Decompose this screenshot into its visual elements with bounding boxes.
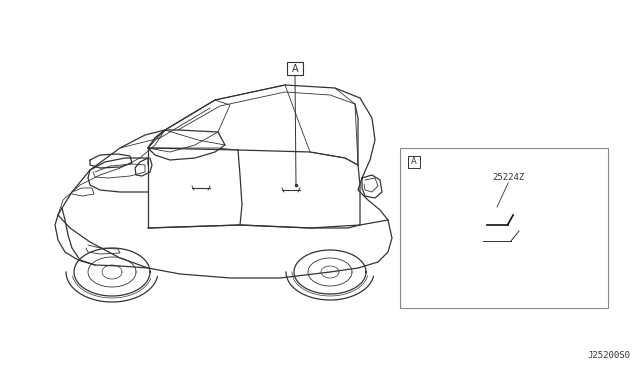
Polygon shape <box>508 197 513 225</box>
Text: J25200S0: J25200S0 <box>587 351 630 360</box>
Polygon shape <box>486 197 513 207</box>
Text: 25224Z: 25224Z <box>492 173 524 183</box>
Bar <box>287 62 303 75</box>
Polygon shape <box>486 207 508 225</box>
Polygon shape <box>511 215 519 241</box>
Polygon shape <box>483 215 519 225</box>
Bar <box>408 156 420 168</box>
Bar <box>400 148 608 308</box>
Text: A: A <box>292 64 298 74</box>
Polygon shape <box>483 225 511 241</box>
Text: A: A <box>411 157 417 167</box>
